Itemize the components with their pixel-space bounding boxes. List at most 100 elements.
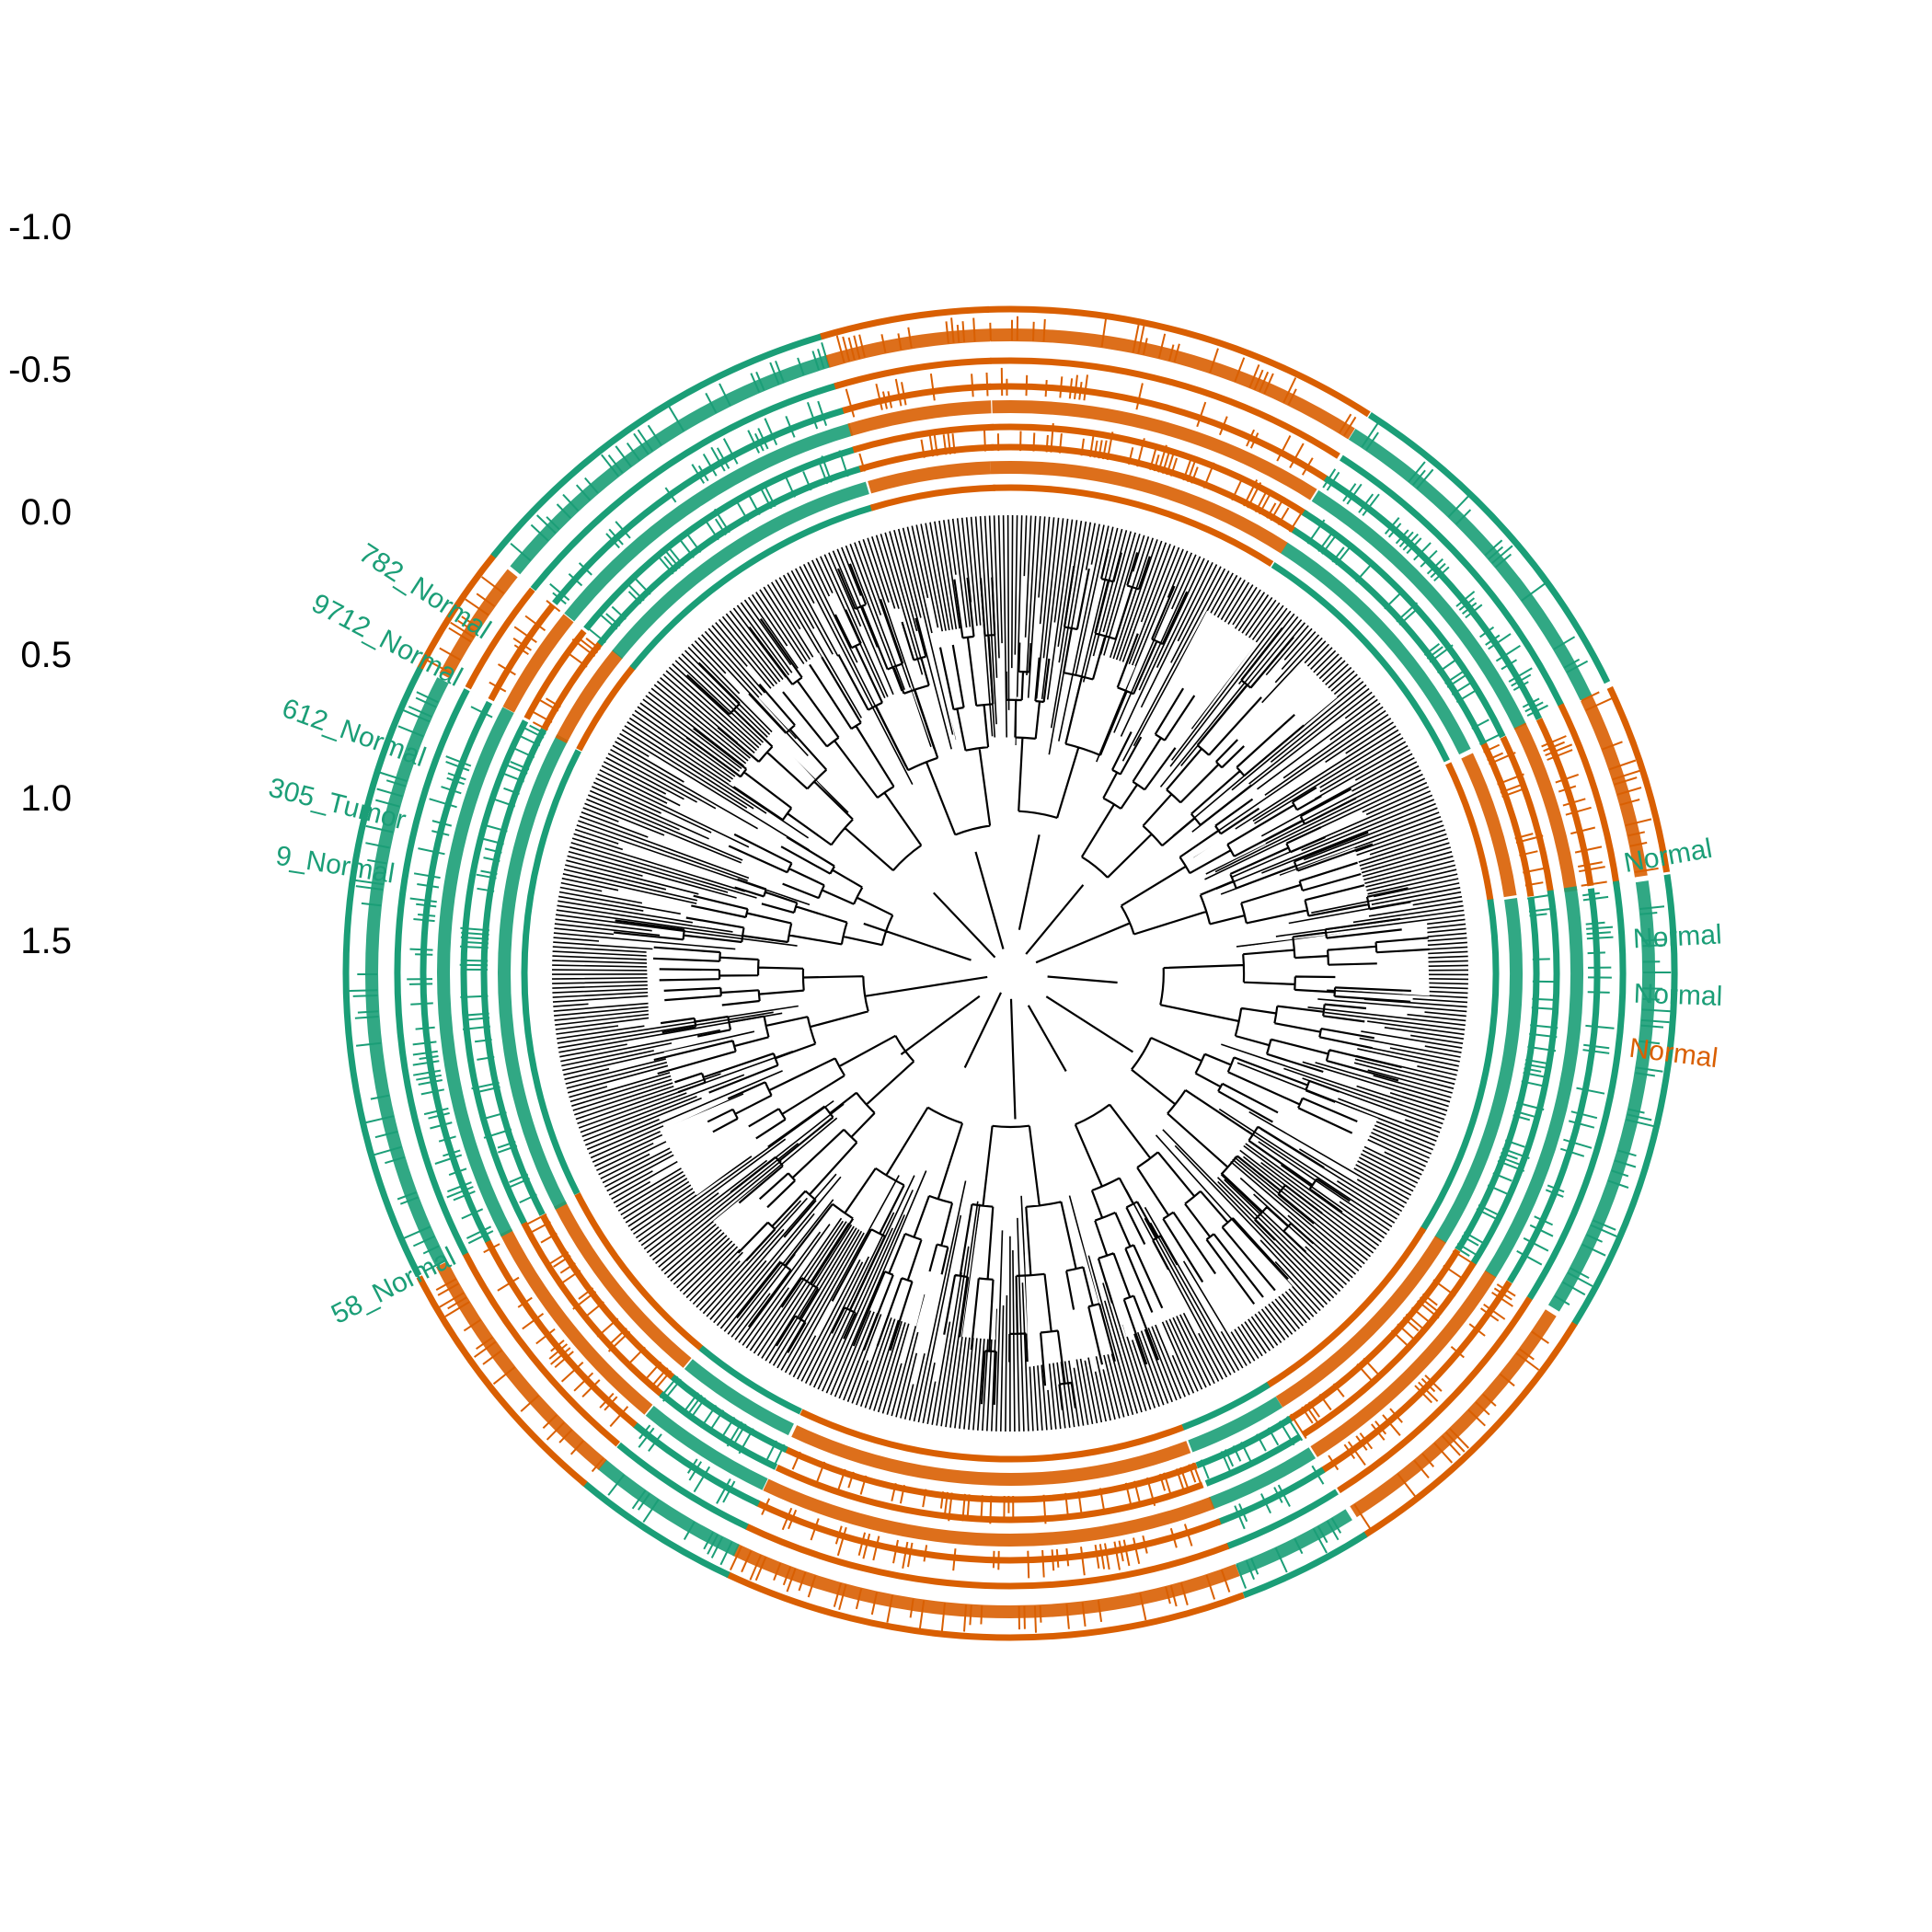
branch-gap <box>876 687 982 901</box>
y-tick-label: -1.0 <box>8 207 72 247</box>
label-cluster-tumor <box>820 305 996 512</box>
label-ring-arc <box>521 749 581 1195</box>
label-ring-arc <box>554 1201 692 1368</box>
label-ring-arc <box>488 604 556 702</box>
label-ring-arc <box>1337 1296 1533 1494</box>
label-ring-arc <box>1188 1396 1283 1453</box>
label-ring-arc <box>1368 412 1611 684</box>
label-ring-arc <box>1301 509 1506 739</box>
y-tick-label: 0.5 <box>20 635 72 675</box>
tree-root-area <box>923 886 1098 1061</box>
label-ring-arc <box>1181 1382 1271 1431</box>
label-ring-arc <box>521 1221 663 1397</box>
label-ring-arc <box>744 1524 1230 1590</box>
label-ring-arc <box>498 734 569 1210</box>
label-ring-ticks <box>435 1213 673 1473</box>
label-cluster-normal <box>1271 412 1611 763</box>
label-ring-arc <box>612 481 869 660</box>
label-ring-arc <box>1275 1236 1446 1408</box>
label-ring-arc <box>783 1445 1198 1503</box>
label-ring-arc <box>1266 1226 1427 1388</box>
internal-branch-lines <box>613 548 1430 1410</box>
label-ring-arc <box>1348 428 1593 701</box>
branch-gap <box>929 625 1001 897</box>
label-cluster-normal <box>342 666 581 1278</box>
label-ring-arc <box>629 503 875 671</box>
label-ring-arc <box>869 484 996 512</box>
label-ring-arc <box>597 465 866 647</box>
label-ring-arc <box>1470 890 1560 1266</box>
label-ring-arc <box>484 1239 638 1428</box>
label-ring-ticks <box>607 1375 786 1566</box>
y-tick-label: 1.0 <box>20 778 72 819</box>
label-ring-arc <box>530 382 840 592</box>
label-ring-arc <box>1500 735 1554 892</box>
label-ring-arc <box>990 357 1340 459</box>
branch-gap <box>1079 1029 1252 1180</box>
label-ring-arc <box>1526 880 1627 1300</box>
label-ring-arc <box>842 383 992 414</box>
branch-gap <box>1074 985 1363 1066</box>
branch-gap <box>758 652 966 913</box>
label-ring-arc <box>1236 1509 1352 1576</box>
label-ring-arc <box>834 357 992 390</box>
branch-gap <box>1097 819 1267 926</box>
label-ring-arc <box>416 1275 588 1487</box>
label-ring-arc <box>394 688 470 1256</box>
label-cluster-tumor <box>1266 1226 1578 1538</box>
label-ring-arc <box>1225 1489 1339 1550</box>
label-ring-arc <box>1281 542 1471 755</box>
label-ring-arc <box>645 1405 768 1490</box>
branch-gap <box>869 1069 980 1327</box>
label-ring-arc <box>460 719 529 1225</box>
label-ring-arc <box>754 1500 1222 1564</box>
label-ring-arc <box>1445 762 1494 902</box>
label-ring-arc <box>1484 886 1583 1279</box>
label-ring-arc <box>417 551 499 670</box>
label-ring-arc <box>1204 1434 1302 1487</box>
label-ring-arc <box>1570 874 1678 1327</box>
label-ring-arc <box>1581 696 1648 878</box>
label-ring-ticks <box>1455 891 1672 1305</box>
label-cluster-tumor <box>1445 685 1671 902</box>
label-cluster-tumor <box>416 1192 704 1487</box>
label-ring-arc <box>597 1459 740 1557</box>
y-tick-label: 1.5 <box>20 921 72 961</box>
label-ring-arc <box>342 666 424 1278</box>
label-ring-arc <box>1323 475 1543 720</box>
label-ring-arc <box>365 677 449 1267</box>
label-ring-arc <box>437 707 514 1237</box>
label-ring-arc <box>992 399 1317 500</box>
label-ring-arc <box>581 1478 730 1579</box>
label-ring-arc <box>1310 1270 1497 1457</box>
label-ring-arc <box>523 628 587 720</box>
label-ring-arc <box>1461 753 1517 898</box>
label-ring-ticks <box>989 316 1357 533</box>
y-tick-label: 0.0 <box>20 492 72 533</box>
label-ring-arc <box>658 1390 778 1470</box>
label-cluster-tumor <box>985 305 1371 568</box>
internal-branches <box>613 548 1430 1410</box>
label-ring-arc <box>990 460 1288 554</box>
label-ring-arc <box>583 445 857 631</box>
leaf-label: Normal <box>1633 979 1723 1012</box>
label-ring-arc <box>993 484 1274 568</box>
label-ring-arc <box>462 1252 621 1447</box>
label-ring-arc <box>1419 899 1500 1234</box>
label-ring-ticks <box>349 691 546 1272</box>
label-ring-ticks <box>510 342 849 644</box>
branch-gap <box>834 1026 978 1235</box>
branch-gap <box>1054 661 1338 931</box>
label-ring-arc <box>1208 1447 1317 1510</box>
label-ring-arc <box>725 1571 1246 1641</box>
label-ring-ticks <box>426 576 602 731</box>
label-ring-arc <box>1301 1260 1477 1438</box>
label-ring-arc <box>1311 489 1527 730</box>
label-ring-arc <box>732 1544 1240 1618</box>
label-ring-arc <box>1350 1309 1557 1518</box>
branch-gap <box>713 1033 947 1258</box>
label-ring-arc <box>820 305 989 340</box>
label-ring-arc <box>576 664 637 752</box>
branch-gap <box>663 999 913 1088</box>
